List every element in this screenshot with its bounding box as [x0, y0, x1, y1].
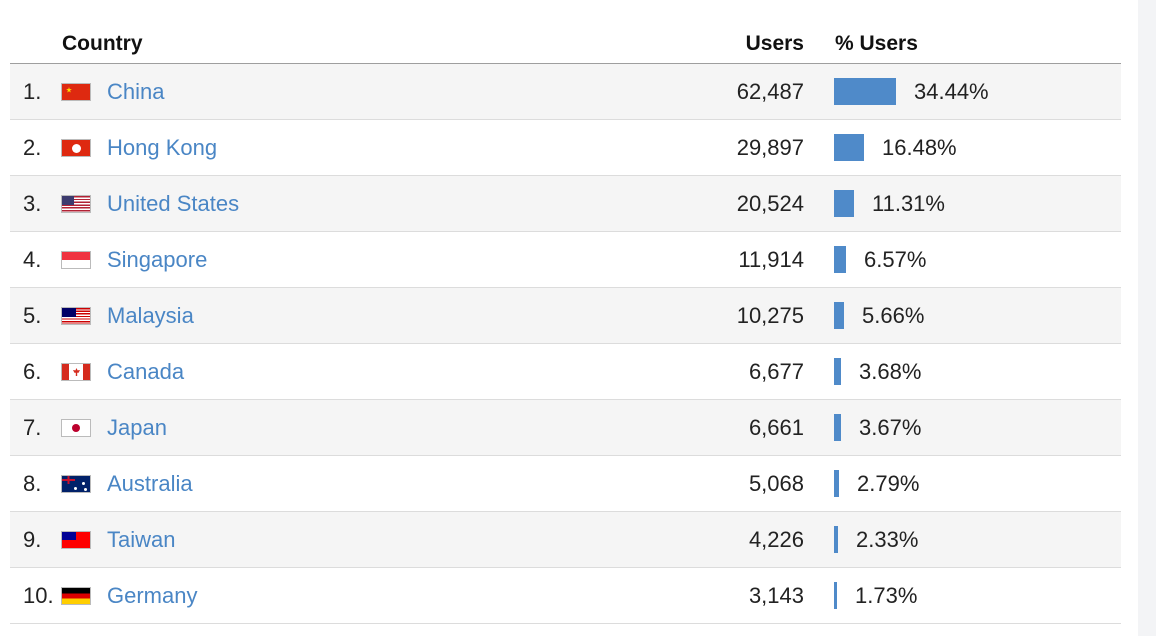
row-rank: 4. [23, 247, 42, 272]
pct-users-value: 16.48% [882, 134, 957, 160]
row-rank: 3. [23, 191, 42, 216]
table-row: 7. Japan 6,661 3.67% [10, 400, 1121, 456]
table-body: 1. China 62,487 34.44% 2. Hong Kong 29,897 16.4… [10, 64, 1121, 624]
malaysia-flag-icon [61, 307, 91, 325]
column-header-country: Country [62, 32, 143, 55]
pct-users-cell: 1.73% [834, 582, 917, 609]
country-users-table: Country Users % Users 1. China 62,487 34.44… [10, 26, 1121, 624]
pct-users-cell: 5.66% [834, 302, 924, 329]
pct-users-bar [834, 302, 844, 329]
table-row: 5. Malaysia 10,275 5.66% [10, 288, 1121, 344]
country-link[interactable]: Japan [107, 415, 167, 440]
users-value: 10,275 [736, 303, 804, 328]
pct-users-value: 11.31% [872, 190, 945, 216]
pct-users-bar [834, 414, 841, 441]
row-rank: 1. [23, 79, 42, 104]
pct-users-value: 3.68% [859, 358, 922, 384]
users-value: 5,068 [748, 471, 804, 496]
pct-users-value: 1.73% [855, 582, 918, 608]
pct-users-cell: 16.48% [834, 134, 957, 161]
pct-users-bar [834, 526, 838, 553]
pct-users-bar [834, 358, 841, 385]
pct-users-value: 5.66% [862, 302, 925, 328]
table-header: Country Users % Users [10, 26, 1121, 64]
column-header-pct-users: % Users [835, 32, 918, 55]
row-rank: 8. [23, 471, 42, 496]
users-value: 29,897 [736, 135, 804, 160]
country-link[interactable]: Malaysia [107, 303, 194, 328]
country-link[interactable]: Hong Kong [107, 135, 218, 160]
row-rank: 2. [23, 135, 42, 160]
pct-users-cell: 2.79% [834, 470, 919, 497]
pct-users-value: 6.57% [864, 246, 927, 272]
pct-users-bar [834, 190, 854, 217]
country-link[interactable]: Canada [107, 359, 185, 384]
country-link[interactable]: China [107, 79, 165, 104]
pct-users-cell: 3.68% [834, 358, 921, 385]
germany-flag-icon [61, 587, 91, 605]
pct-users-bar [834, 470, 839, 497]
users-value: 20,524 [736, 191, 804, 216]
pct-users-value: 3.67% [859, 414, 922, 440]
pct-users-bar [834, 134, 864, 161]
country-link[interactable]: Germany [107, 583, 198, 608]
pct-users-value: 34.44% [914, 78, 989, 104]
pct-users-cell: 6.57% [834, 246, 926, 273]
pct-users-value: 2.79% [857, 470, 920, 496]
australia-flag-icon [61, 475, 91, 493]
pct-users-bar [834, 246, 846, 273]
users-value: 4,226 [748, 527, 804, 552]
users-value: 6,677 [748, 359, 804, 384]
singapore-flag-icon [61, 251, 91, 269]
canada-flag-icon [61, 363, 91, 381]
users-value: 62,487 [736, 79, 804, 104]
country-link[interactable]: Singapore [107, 247, 208, 272]
column-header-users: Users [745, 32, 804, 55]
country-link[interactable]: Taiwan [107, 527, 176, 552]
right-panel-strip [1138, 0, 1156, 636]
table-row: 10. Germany 3,143 1.73% [10, 568, 1121, 624]
china-flag-icon [61, 83, 91, 101]
pct-users-value: 2.33% [856, 526, 919, 552]
pct-users-cell: 3.67% [834, 414, 921, 441]
pct-users-cell: 11.31% [834, 190, 945, 217]
row-rank: 5. [23, 303, 42, 328]
table-row: 6. Canada 6,677 3.68% [10, 344, 1121, 400]
country-link[interactable]: United States [107, 191, 240, 216]
table-row: 9. Taiwan 4,226 2.33% [10, 512, 1121, 568]
users-value: 3,143 [748, 583, 804, 608]
united-states-flag-icon [61, 195, 91, 213]
row-rank: 6. [23, 359, 42, 384]
table-row: 3. United States 20,524 11.31% [10, 176, 1121, 232]
pct-users-cell: 34.44% [834, 78, 989, 105]
table-row: 1. China 62,487 34.44% [10, 64, 1121, 120]
row-rank: 7. [23, 415, 42, 440]
users-value: 11,914 [738, 247, 804, 272]
pct-users-bar [834, 582, 837, 609]
pct-users-cell: 2.33% [834, 526, 918, 553]
table-row: 8. Australia 5,068 2.79% [10, 456, 1121, 512]
row-rank: 9. [23, 527, 42, 552]
hong-kong-flag-icon [61, 139, 91, 157]
table-row: 2. Hong Kong 29,897 16.48% [10, 120, 1121, 176]
table-row: 4. Singapore 11,914 6.57% [10, 232, 1121, 288]
row-rank: 10. [23, 583, 54, 608]
users-value: 6,661 [748, 415, 804, 440]
country-link[interactable]: Australia [107, 471, 193, 496]
japan-flag-icon [61, 419, 91, 437]
pct-users-bar [834, 78, 896, 105]
taiwan-flag-icon [61, 531, 91, 549]
